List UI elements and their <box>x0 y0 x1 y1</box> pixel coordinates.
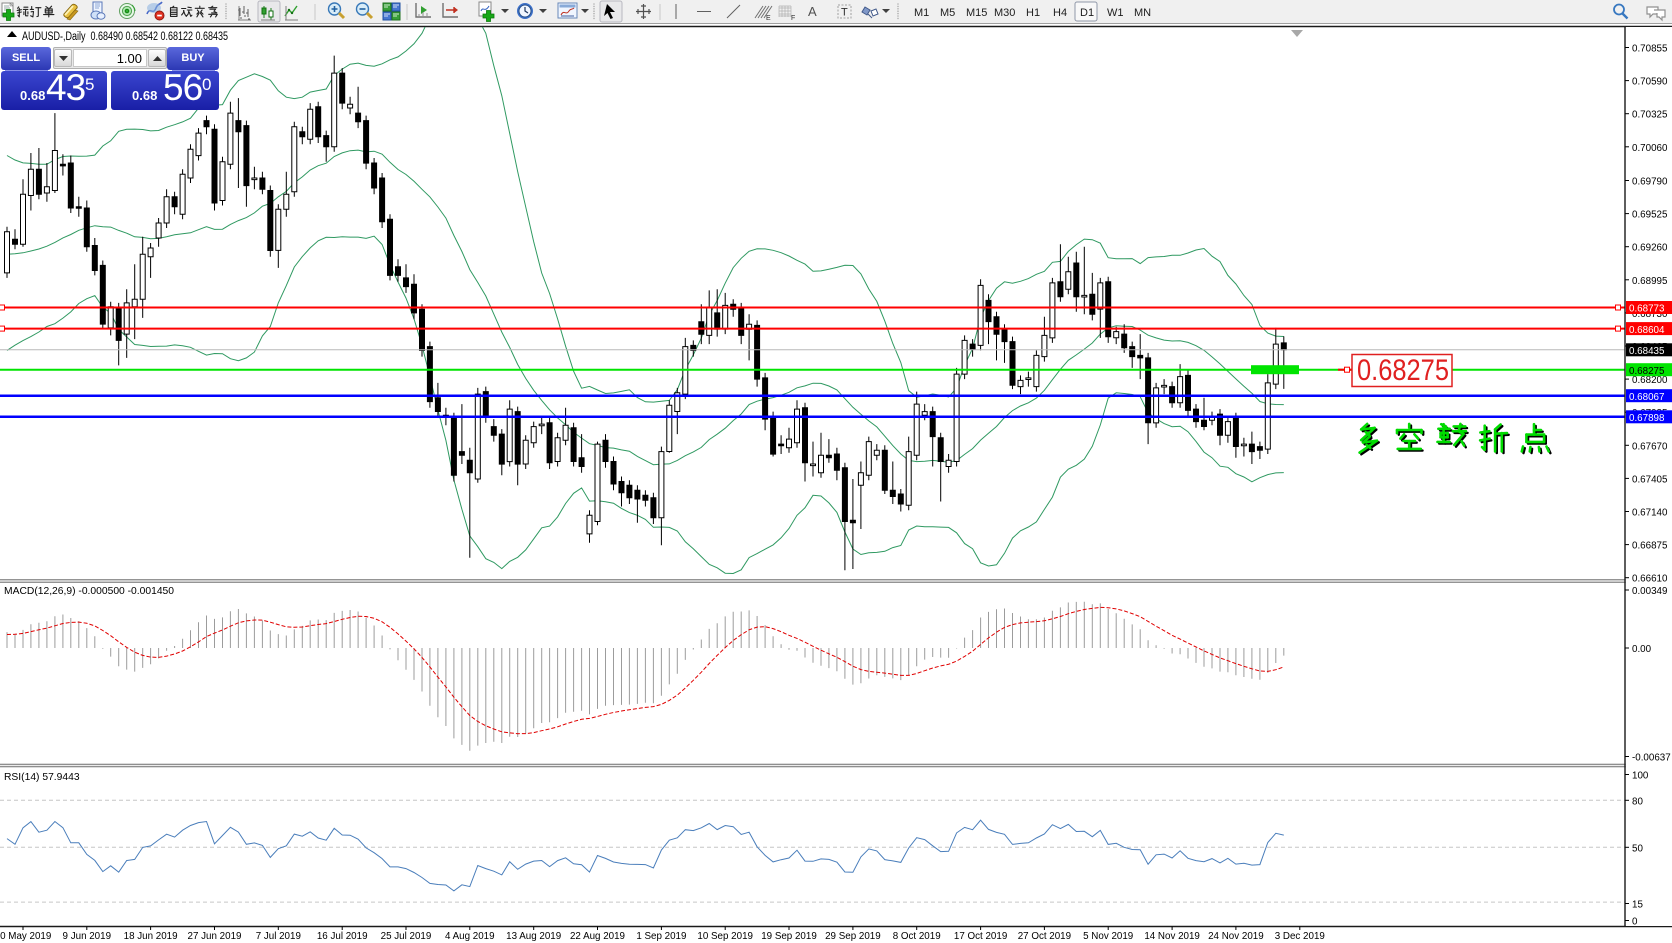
svg-text:0.69525: 0.69525 <box>1632 210 1668 221</box>
svg-text:25 Jul 2019: 25 Jul 2019 <box>381 931 432 942</box>
svg-text:5 Nov 2019: 5 Nov 2019 <box>1083 931 1133 942</box>
svg-text:10 Sep 2019: 10 Sep 2019 <box>697 931 753 942</box>
svg-text:0.68604: 0.68604 <box>1629 325 1665 336</box>
svg-text:0.67898: 0.67898 <box>1629 413 1665 424</box>
svg-text:A: A <box>808 4 817 19</box>
svg-text:0.68435: 0.68435 <box>1629 346 1665 357</box>
svg-text:0.68200: 0.68200 <box>1632 375 1668 386</box>
svg-text:M5: M5 <box>940 7 955 19</box>
svg-text:100: 100 <box>1632 771 1649 782</box>
svg-text:30 May 2019: 30 May 2019 <box>0 931 51 942</box>
svg-text:F: F <box>791 15 795 22</box>
svg-text:0.00: 0.00 <box>1632 644 1652 655</box>
svg-text:16 Jul 2019: 16 Jul 2019 <box>317 931 368 942</box>
svg-text:RSI(14) 57.9443: RSI(14) 57.9443 <box>4 772 80 783</box>
svg-text:0.70855: 0.70855 <box>1632 44 1668 55</box>
svg-text:24 Nov 2019: 24 Nov 2019 <box>1208 931 1264 942</box>
svg-text:0.68730: 0.68730 <box>1632 309 1668 320</box>
svg-text:14 Nov 2019: 14 Nov 2019 <box>1144 931 1200 942</box>
svg-text:18 Jun 2019: 18 Jun 2019 <box>124 931 178 942</box>
svg-text:27 Oct 2019: 27 Oct 2019 <box>1018 931 1071 942</box>
svg-text:M30: M30 <box>994 7 1015 19</box>
svg-text:80: 80 <box>1632 796 1643 807</box>
svg-text:0.66875: 0.66875 <box>1632 541 1668 552</box>
svg-text:W1: W1 <box>1107 7 1124 19</box>
svg-text:0.69790: 0.69790 <box>1632 177 1668 188</box>
svg-text:0.70325: 0.70325 <box>1632 110 1668 121</box>
svg-text:4 Aug 2019: 4 Aug 2019 <box>445 931 495 942</box>
svg-text:22 Aug 2019: 22 Aug 2019 <box>570 931 625 942</box>
svg-text:29 Sep 2019: 29 Sep 2019 <box>825 931 881 942</box>
svg-text:1 Sep 2019: 1 Sep 2019 <box>636 931 686 942</box>
svg-text:0.70590: 0.70590 <box>1632 77 1668 88</box>
svg-text:M1: M1 <box>914 7 929 19</box>
svg-text:E: E <box>766 15 771 22</box>
svg-text:7 Jul 2019: 7 Jul 2019 <box>256 931 301 942</box>
svg-text:17 Oct 2019: 17 Oct 2019 <box>954 931 1007 942</box>
svg-text:0.69260: 0.69260 <box>1632 243 1668 254</box>
svg-text:3 Dec 2019: 3 Dec 2019 <box>1275 931 1325 942</box>
svg-text:MACD(12,26,9) -0.000500 -0.001: MACD(12,26,9) -0.000500 -0.001450 <box>4 586 174 597</box>
svg-text:0.68067: 0.68067 <box>1629 392 1664 403</box>
svg-text:AUDUSD-,Daily 0.68490 0.68542: AUDUSD-,Daily 0.68490 0.68542 0.68122 0.… <box>22 31 228 43</box>
svg-text:13 Aug 2019: 13 Aug 2019 <box>506 931 561 942</box>
svg-text:MN: MN <box>1134 7 1151 19</box>
svg-text:0.00349: 0.00349 <box>1632 586 1667 597</box>
svg-text:0.68275: 0.68275 <box>1357 354 1449 387</box>
svg-text:0.70060: 0.70060 <box>1632 143 1668 154</box>
svg-text:T: T <box>841 7 848 19</box>
svg-text:0.67140: 0.67140 <box>1632 508 1668 519</box>
svg-text:8 Oct 2019: 8 Oct 2019 <box>893 931 941 942</box>
svg-text:H1: H1 <box>1026 7 1040 19</box>
svg-text:15: 15 <box>1632 900 1643 911</box>
svg-text:19 Sep 2019: 19 Sep 2019 <box>761 931 817 942</box>
svg-text:50: 50 <box>1632 843 1643 854</box>
svg-text:0.68995: 0.68995 <box>1632 276 1668 287</box>
svg-text:0.67670: 0.67670 <box>1632 441 1668 452</box>
svg-text:H4: H4 <box>1053 7 1067 19</box>
svg-text:27 Jun 2019: 27 Jun 2019 <box>188 931 242 942</box>
svg-text:0: 0 <box>1632 917 1638 928</box>
svg-text:0.68773: 0.68773 <box>1629 304 1665 315</box>
svg-text:0.67405: 0.67405 <box>1632 474 1668 485</box>
svg-text:0.66610: 0.66610 <box>1632 574 1668 585</box>
svg-text:M15: M15 <box>966 7 987 19</box>
svg-text:9 Jun 2019: 9 Jun 2019 <box>63 931 111 942</box>
svg-text:0.68275: 0.68275 <box>1629 366 1665 377</box>
svg-text:D1: D1 <box>1080 7 1094 19</box>
svg-text:-0.00637: -0.00637 <box>1632 753 1671 764</box>
